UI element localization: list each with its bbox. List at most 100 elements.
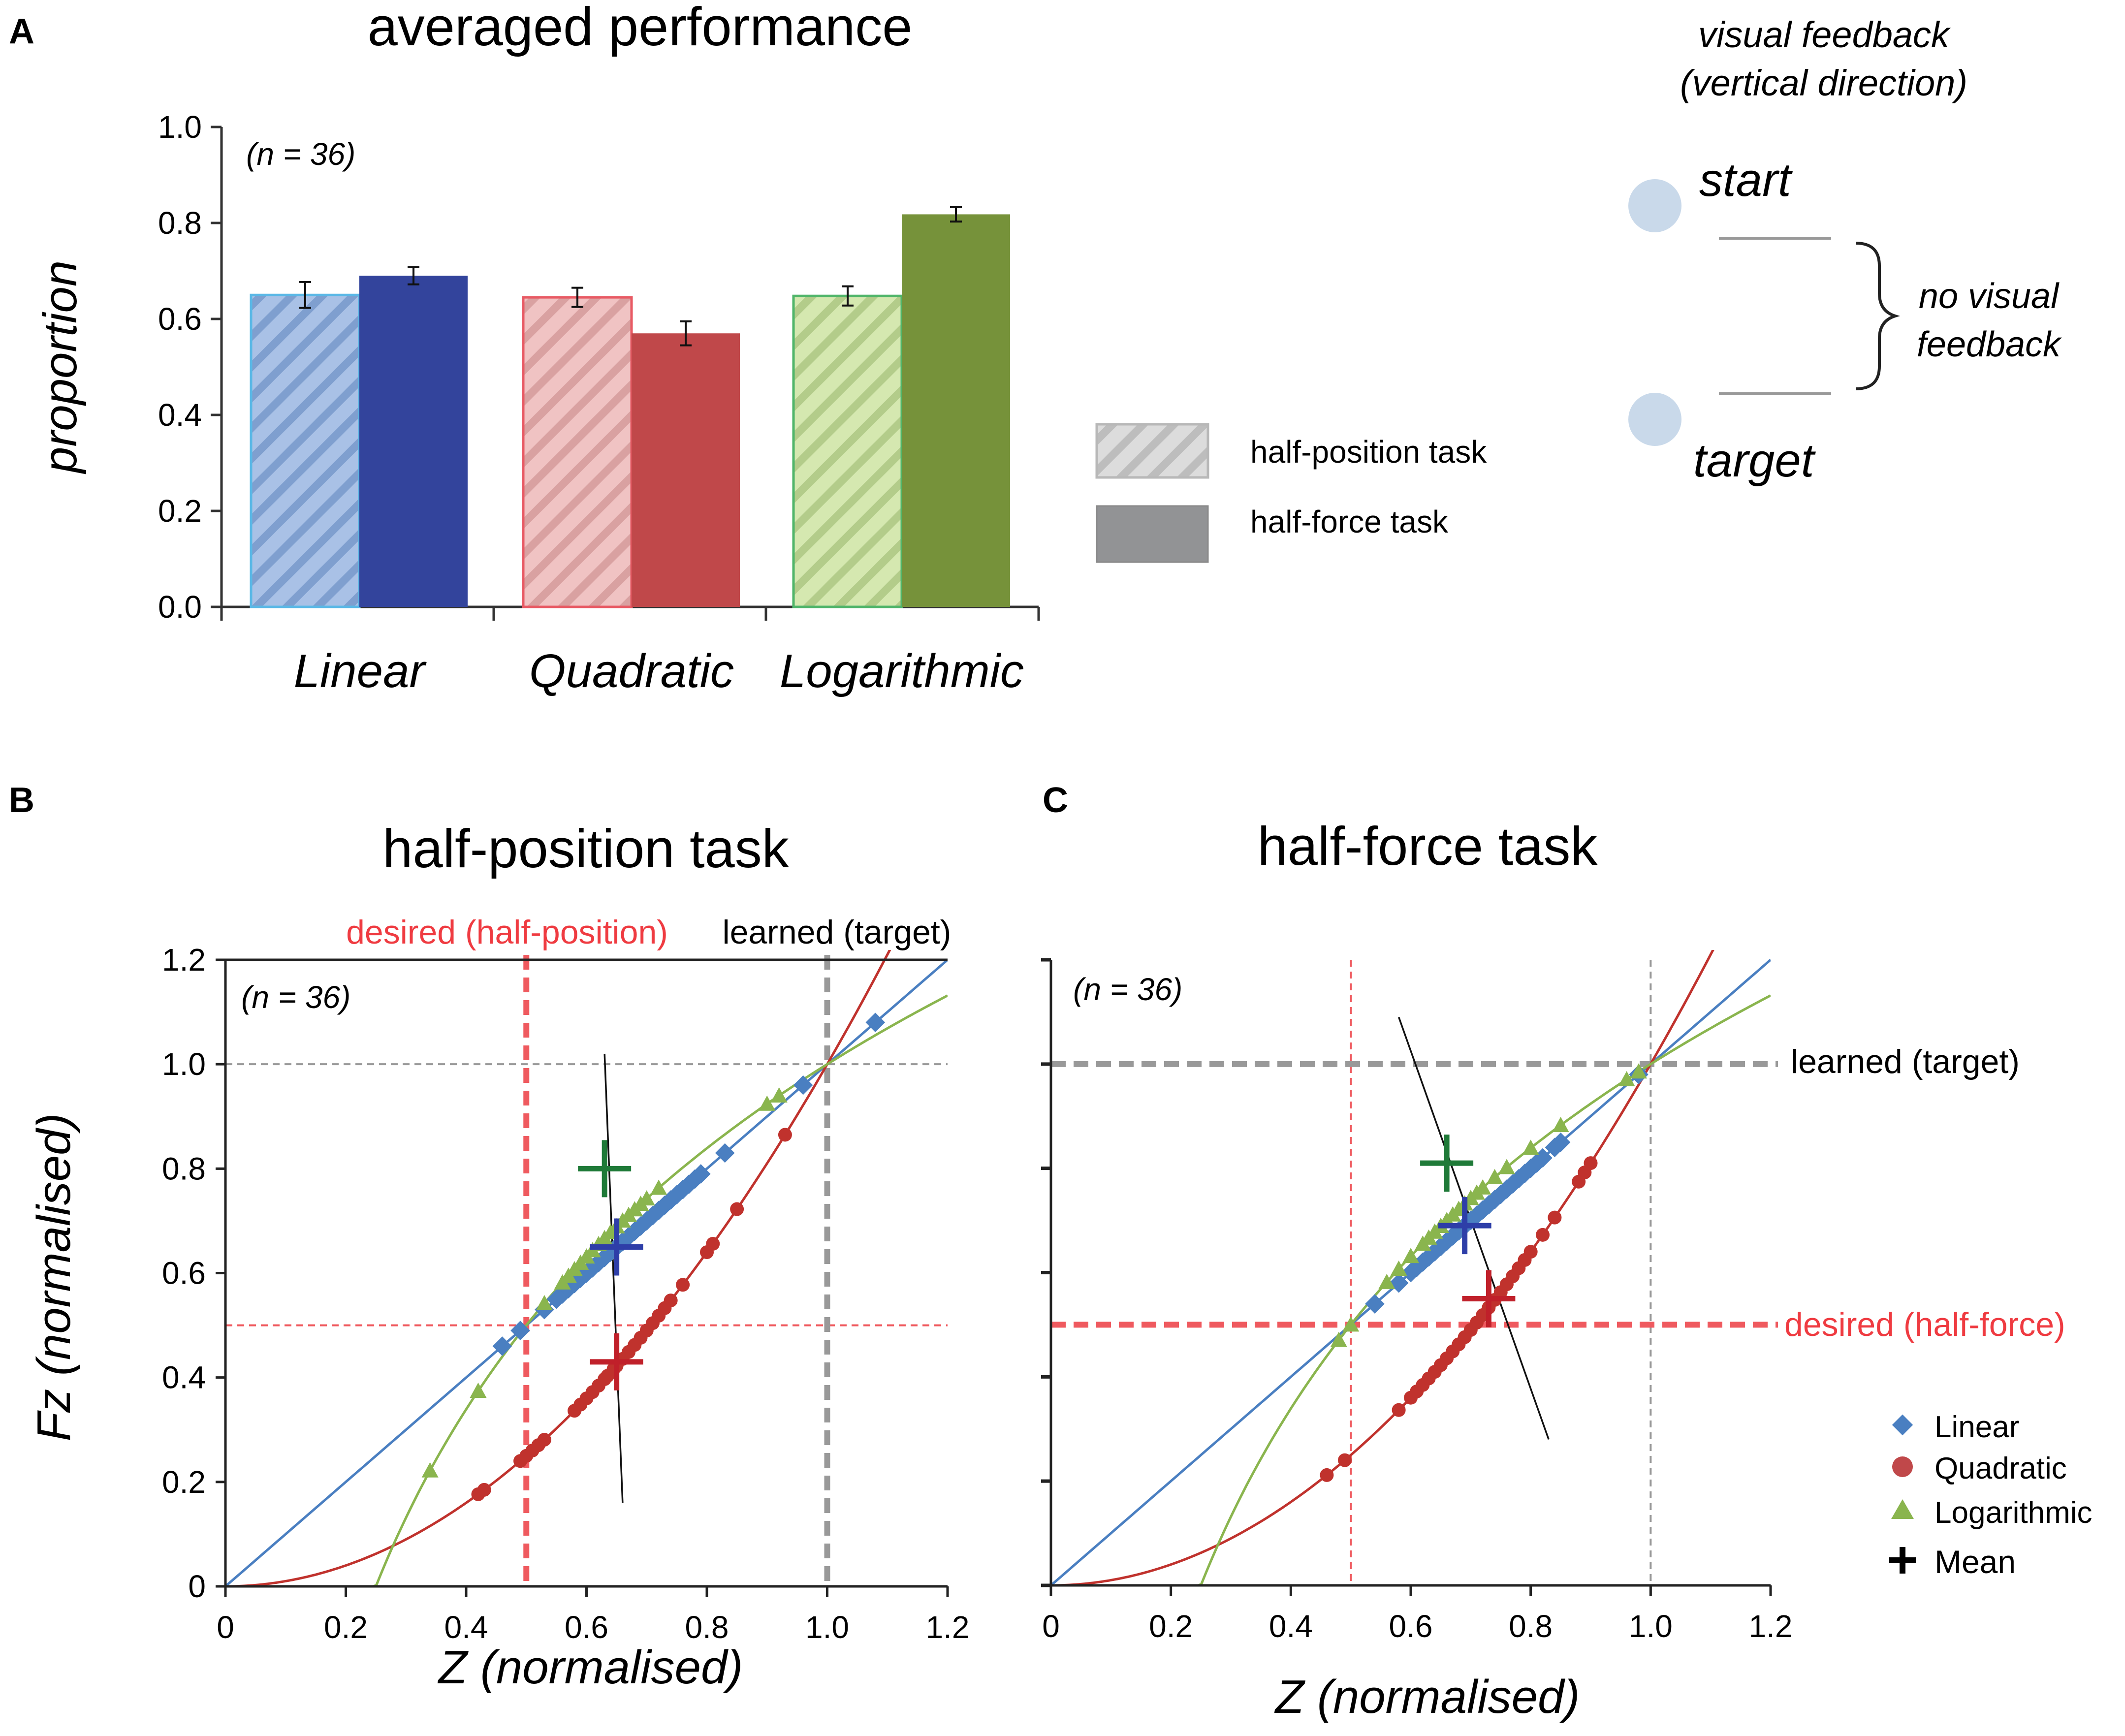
quadratic-point (1536, 1228, 1550, 1242)
x-tick-label: 0.6 (1389, 1609, 1433, 1644)
legend-mean-label: Mean (1935, 1544, 2016, 1580)
panel-letter-c: C (1043, 781, 1068, 820)
panel-a-bars (250, 206, 1010, 608)
feedback-title-line1: visual feedback (1698, 14, 1951, 55)
quadratic-point (1548, 1210, 1562, 1225)
logarithmic-point (1390, 1261, 1407, 1276)
y-tick-label: 1.2 (162, 942, 206, 978)
y-tick-label: 0.2 (162, 1464, 206, 1500)
logarithmic-curve (226, 994, 948, 1586)
regression-line (603, 1053, 624, 1503)
x-tick-label: 0.8 (685, 1610, 729, 1645)
panel-a-y-tick-label: 0.6 (158, 301, 202, 337)
logarithmic-point (1342, 1316, 1360, 1332)
logarithmic-point (470, 1383, 487, 1398)
x-tick-label: 0.4 (444, 1610, 488, 1645)
legend-logarithmic-marker (1891, 1499, 1914, 1519)
panel-a-y-tick-label: 0.0 (158, 589, 202, 625)
y-tick-label: 1.0 (162, 1046, 206, 1082)
quadratic-point (778, 1128, 792, 1142)
panel-b-desired-label: desired (half-position) (346, 914, 668, 951)
panel-c-annotation: (n = 36) (1073, 972, 1182, 1007)
legend-mean-marker (1889, 1547, 1916, 1574)
target-circle (1628, 393, 1681, 446)
panel-b-annotation: (n = 36) (241, 979, 350, 1015)
quadratic-point (537, 1433, 551, 1447)
y-tick-label: 0.4 (162, 1360, 206, 1395)
quadratic-point (706, 1236, 720, 1251)
category-label-linear: Linear (294, 645, 427, 697)
panel-letter-a: A (9, 12, 34, 51)
no-feedback-line1: no visual (1919, 277, 2060, 316)
panel-a-y-tick-label: 0.2 (158, 493, 202, 529)
bar-half-force-logarithmic (902, 214, 1010, 607)
quadratic-point (664, 1294, 678, 1308)
quadratic-point (477, 1483, 491, 1497)
x-tick-label: 0.4 (1269, 1609, 1313, 1644)
logarithmic-point (1522, 1139, 1539, 1155)
linear-point (865, 1012, 886, 1033)
logarithmic-point (1378, 1273, 1396, 1289)
logarithmic-point (1402, 1248, 1419, 1263)
logarithmic-point (770, 1087, 788, 1103)
panel-c-scatter: half-force task (n = 36) learned (target… (1041, 816, 2065, 1723)
logarithmic-point (1630, 1063, 1647, 1079)
x-tick-label: 0.2 (324, 1610, 368, 1645)
panel-a-y-tick-label: 1.0 (158, 109, 202, 145)
quadratic-point (1337, 1453, 1352, 1467)
logarithmic-point (1486, 1168, 1503, 1184)
linear-point (793, 1075, 813, 1095)
bar-half-force-linear (359, 276, 468, 607)
linear-point (510, 1321, 530, 1340)
panel-c-learned-label: learned (target) (1791, 1043, 2020, 1080)
logarithmic-point (1498, 1159, 1515, 1174)
legend-hatched-swatch (1095, 423, 1209, 479)
legend-hatched-label: half-position task (1250, 434, 1487, 470)
x-tick-label: 0.8 (1509, 1609, 1553, 1644)
logarithmic-point (650, 1179, 667, 1195)
feedback-title-line2: (vertical direction) (1680, 63, 1967, 103)
panel-b-title: half-position task (382, 819, 789, 879)
panel-b-plot: 0 0.2 0.4 0.6 0.8 1.0 1.2 0 0.2 0.4 0.6 0.8 1.0 1.2 (162, 942, 969, 1645)
start-label: start (1699, 154, 1793, 206)
category-label-quadratic: Quadratic (529, 645, 734, 697)
panel-b-ylabel: Fz (normalised) (28, 1113, 80, 1442)
legend-quadratic-label: Quadratic (1935, 1452, 2067, 1485)
logarithmic-point (638, 1190, 655, 1206)
category-label-logarithmic: Logarithmic (780, 645, 1024, 697)
panel-b-scatter: half-position task desired (half-positio… (28, 819, 969, 1694)
linear-point (1365, 1294, 1385, 1314)
panel-a-tick-labels: 0.0 0.2 0.4 0.6 0.8 1.0 Linear Quadratic Logarit… (158, 109, 1024, 697)
x-tick-label: 0.6 (565, 1610, 608, 1645)
legend-quadratic-marker (1892, 1456, 1913, 1477)
panel-letter-b: B (9, 781, 34, 820)
bar-half-position-linear (250, 293, 361, 608)
panel-b-xlabel: Z (normalised) (438, 1641, 743, 1694)
bar-half-force-quadratic (632, 333, 740, 607)
x-tick-label: 0 (217, 1610, 234, 1645)
linear-point (1551, 1132, 1571, 1152)
bar-half-position-logarithmic (792, 294, 903, 608)
y-tick-label: 0 (188, 1569, 206, 1604)
quadratic-point (1392, 1403, 1406, 1417)
legend-solid-swatch (1096, 505, 1209, 563)
x-tick-label: 1.0 (805, 1610, 849, 1645)
x-tick-label: 0 (1042, 1609, 1060, 1644)
panel-b-learned-label: learned (target) (723, 914, 951, 951)
x-tick-label: 0.2 (1149, 1609, 1193, 1644)
quadratic-point (1584, 1156, 1598, 1170)
logarithmic-point (421, 1462, 439, 1478)
panel-a-y-tick-label: 0.4 (158, 397, 202, 433)
quadratic-point (730, 1202, 744, 1216)
legend-bc: Linear Quadratic Logarithmic Mean (1889, 1410, 2092, 1580)
bar-half-position-quadratic (522, 296, 633, 608)
logarithmic-point (1618, 1071, 1635, 1087)
panel-c-desired-label: desired (half-force) (1784, 1306, 2065, 1343)
panel-c-title: half-force task (1258, 816, 1598, 877)
quadratic-curve (1051, 950, 1714, 1585)
legend-logarithmic-label: Logarithmic (1935, 1496, 2092, 1530)
quadratic-point (1523, 1245, 1538, 1259)
panel-c-xlabel: Z (normalised) (1274, 1671, 1580, 1723)
legend-linear-marker (1892, 1414, 1913, 1436)
